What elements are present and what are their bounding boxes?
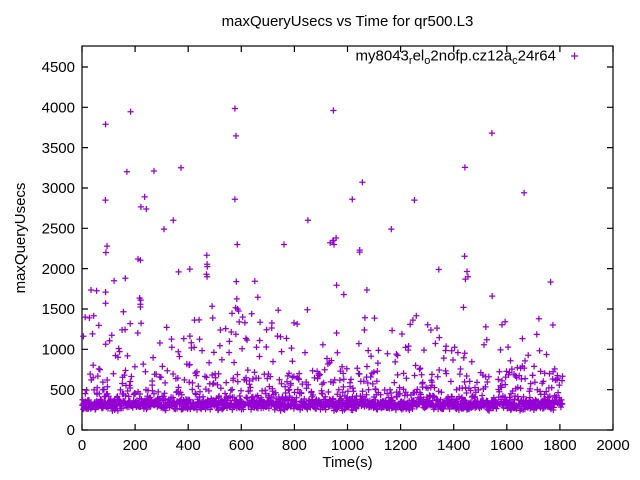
legend-marker-plus-icon — [571, 52, 578, 60]
legend-label: my8043relo2nofp.cz12ac24r64 — [356, 48, 556, 68]
y-tick-label: 500 — [50, 382, 75, 399]
y-tick-label: 1500 — [42, 301, 75, 318]
chart-title: maxQueryUsecs vs Time for qr500.L3 — [222, 13, 474, 30]
x-tick-label: 0 — [78, 437, 86, 454]
y-tick-label: 0 — [67, 422, 75, 439]
x-axis-label: Time(s) — [322, 454, 372, 471]
axes: 0 200 400 600 800 1000 1200 1400 1600 1800 2000 0 50… — [42, 45, 630, 454]
scatter-points — [79, 105, 566, 414]
y-tick-label: 1000 — [42, 342, 75, 359]
x-tick-label: 600 — [229, 437, 254, 454]
y-tick-label: 3000 — [42, 180, 75, 197]
y-tick-label: 2000 — [42, 261, 75, 278]
x-tick-label: 1800 — [543, 437, 576, 454]
x-tick-label: 400 — [176, 437, 201, 454]
y-tick-label: 2500 — [42, 221, 75, 238]
y-tick-label: 4500 — [42, 59, 75, 76]
x-tick-label: 1200 — [384, 437, 417, 454]
y-tick-label: 3500 — [42, 140, 75, 157]
x-tick-label: 1000 — [331, 437, 364, 454]
x-tick-label: 1400 — [437, 437, 470, 454]
x-tick-label: 800 — [282, 437, 307, 454]
plot-border — [81, 45, 614, 431]
series-markers — [79, 105, 566, 414]
x-tick-label: 1600 — [490, 437, 523, 454]
y-tick-label: 4000 — [42, 100, 75, 117]
y-axis-label: maxQueryUsecs — [12, 183, 29, 294]
x-tick-label: 2000 — [596, 437, 629, 454]
x-tick-label: 200 — [123, 437, 148, 454]
legend: my8043relo2nofp.cz12ac24r64 — [356, 48, 578, 68]
